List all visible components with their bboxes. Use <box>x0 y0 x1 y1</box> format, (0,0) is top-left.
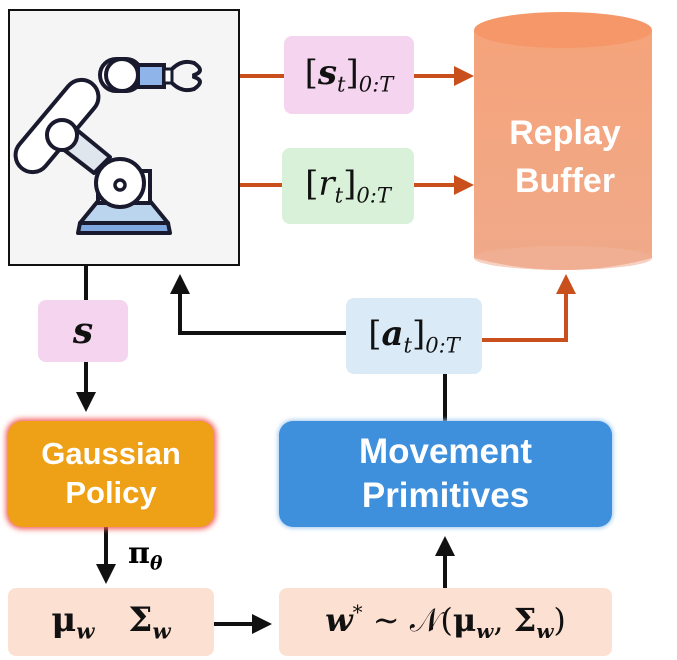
arrow-actions-to-buffer <box>482 274 576 342</box>
robot-arm-icon <box>13 57 202 235</box>
policy-params-box: μw Σw <box>8 588 214 656</box>
state-label: s <box>38 300 128 362</box>
robot-environment <box>8 9 240 266</box>
actions-label: [at]0:T <box>346 298 482 374</box>
policy-symbol: πθ <box>128 536 163 575</box>
gaussian-policy-block: Gaussian Policy <box>8 421 214 527</box>
weight-sample-box: w* ∼ 𝒩(μw, Σw) <box>279 588 612 656</box>
movement-primitives-block: Movement Primitives <box>279 421 612 527</box>
arrow-actions-to-robot <box>170 274 346 335</box>
replay-buffer-label: Replay Buffer <box>509 114 621 200</box>
rewards-label: [rt]0:T <box>282 148 414 224</box>
states-label: [st]0:T <box>284 36 414 114</box>
